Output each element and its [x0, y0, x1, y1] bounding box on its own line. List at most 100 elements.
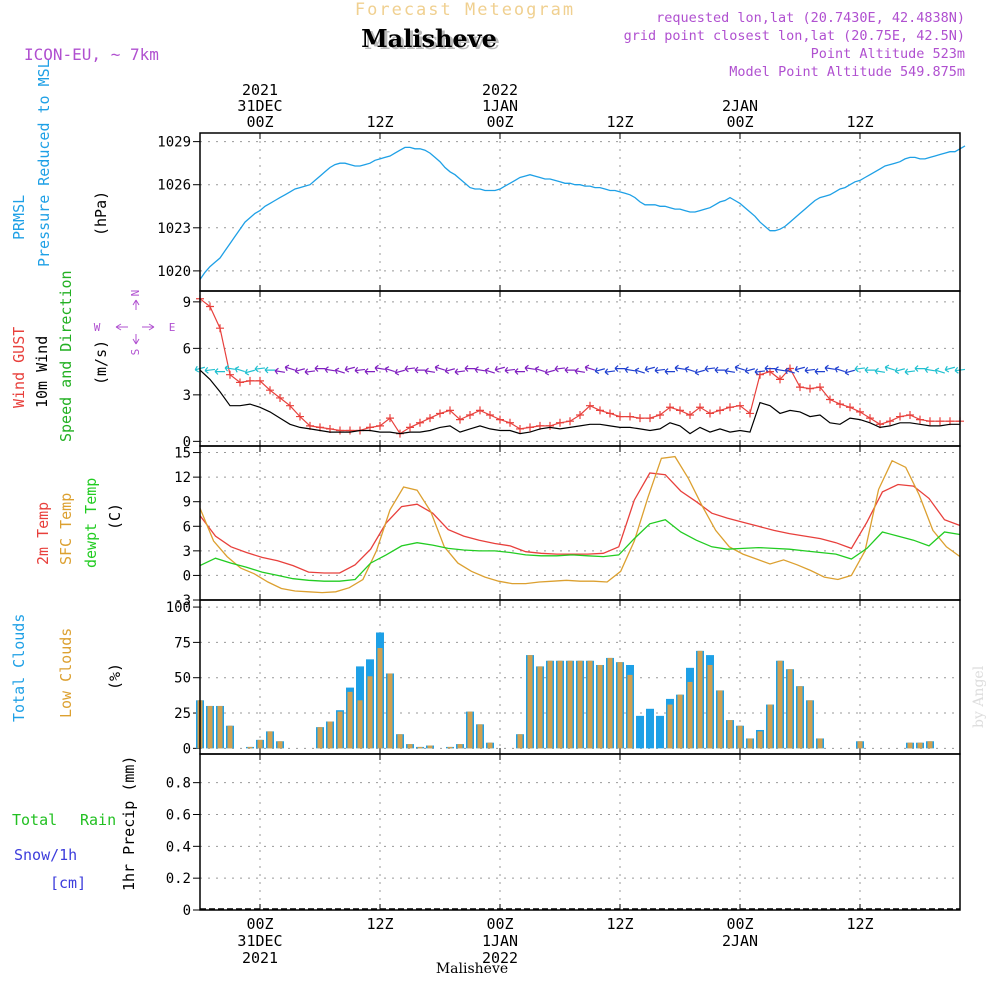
low-cloud-bar	[907, 742, 913, 749]
wind-dir-arrow	[934, 367, 945, 375]
total-cloud-bar	[656, 715, 664, 749]
arrow-shape	[814, 368, 826, 375]
arrow-shape	[894, 367, 905, 374]
gust-marker	[636, 414, 644, 423]
gust-marker	[646, 414, 654, 423]
arrow-shape	[504, 366, 516, 374]
bottom-time-label: 2021	[242, 949, 278, 967]
wind-dir-arrow	[344, 365, 355, 373]
arrow-shape	[854, 365, 866, 373]
celsius-label: (C)	[106, 503, 124, 530]
gust-marker	[246, 376, 254, 385]
wind-dir-arrow	[274, 367, 286, 375]
gust-marker	[546, 421, 554, 430]
wind-dir-arrow	[654, 366, 666, 374]
gust-marker	[406, 423, 414, 432]
wind-dir-arrow	[574, 367, 586, 375]
arrow-shape	[224, 364, 236, 372]
wind-dir-arrow	[524, 364, 536, 372]
low-cloud-bar	[667, 704, 673, 749]
low-cloud-bar	[487, 742, 493, 749]
wind-dir-arrow	[544, 368, 555, 376]
gust-marker	[476, 406, 484, 415]
arrow-shape	[434, 364, 445, 372]
wind-dir-arrow	[764, 365, 776, 372]
gust-marker	[666, 403, 674, 412]
wind-dir-arrow	[434, 364, 445, 372]
panel-3: 0 25 50 75 100	[166, 599, 961, 757]
gust-marker	[626, 412, 634, 421]
gust-marker	[526, 423, 534, 432]
low-cloud-bar	[927, 741, 933, 749]
footer-location: Malisheve	[436, 961, 508, 977]
wind-dir-arrow	[844, 368, 855, 376]
low-cloud-bar	[397, 734, 403, 749]
wind-dir-arrow	[854, 365, 866, 373]
low-cloud-bar	[527, 655, 533, 749]
bottom-time-label: 2022	[482, 949, 518, 967]
arrow-shape	[674, 364, 686, 372]
low-cloud-bar	[467, 711, 473, 749]
gust-marker	[896, 412, 904, 421]
low-cloud-bar	[737, 725, 743, 749]
arrow-shape	[804, 366, 816, 374]
arrow-shape	[274, 367, 286, 375]
panel-0: 1020 1023 1026 1029	[157, 132, 966, 292]
arrow-shape	[644, 365, 655, 373]
arrow-shape	[264, 366, 276, 374]
low-cloud-bar	[687, 681, 693, 749]
low-cloud-bar	[277, 741, 283, 749]
compass-e: E	[169, 321, 176, 334]
wind-dir-arrow	[264, 366, 276, 374]
wind-dir-arrow	[234, 366, 245, 373]
wind-dir-arrow	[294, 367, 305, 374]
arrow-shape	[554, 365, 566, 373]
wind-dir-label: Speed and Direction	[57, 270, 75, 442]
low-cloud-bar	[757, 731, 763, 749]
bottom-time-label: 12Z	[606, 915, 633, 933]
gust-marker	[806, 384, 814, 393]
gust-marker	[456, 415, 464, 424]
compass-n: N	[129, 290, 142, 297]
gust-marker	[616, 412, 624, 421]
bottom-time-label: 31DEC	[237, 932, 282, 950]
wind-dir-arrow	[864, 366, 876, 374]
wind-dir-arrow	[214, 368, 226, 375]
wind-dir-arrow	[494, 365, 505, 373]
arrow-shape	[534, 366, 545, 373]
arrow-shape	[614, 365, 626, 372]
y-tick-label: 0.6	[166, 807, 191, 823]
gust-marker	[736, 401, 744, 410]
top-time-label: 12Z	[366, 113, 393, 131]
gust-marker	[376, 421, 384, 430]
gust-marker	[266, 386, 274, 395]
gust-marker	[586, 401, 594, 410]
gust-marker	[826, 395, 834, 404]
wind-dir-arrow	[754, 368, 766, 376]
gust-marker	[936, 417, 944, 426]
wind-dir-arrow	[814, 368, 826, 375]
arrow-shape	[324, 366, 336, 374]
wind-dir-arrow	[624, 366, 636, 374]
y-tick-label: 9	[183, 495, 191, 511]
arrow-shape	[634, 367, 645, 375]
credit-watermark: by Angel	[971, 665, 987, 728]
top-time-label: 12Z	[606, 113, 633, 131]
arrow-shape	[494, 365, 505, 373]
gust-marker	[556, 418, 564, 427]
low-cloud-bar	[707, 664, 713, 749]
chart-title: Forecast Meteogram	[355, 0, 575, 20]
point-altitude: Point Altitude 523m	[811, 46, 965, 62]
requested-coords: requested lon,lat (20.7430E, 42.4838N)	[656, 10, 965, 26]
arrow-shape	[684, 366, 695, 373]
gust-marker	[686, 411, 694, 419]
arrow-shape	[354, 366, 366, 374]
wind-dir-arrow	[324, 366, 336, 374]
gust-marker	[466, 411, 474, 419]
bottom-time-label: 1JAN	[482, 932, 518, 950]
arrow-shape	[714, 366, 726, 374]
wind-dir-arrow	[924, 366, 936, 374]
low-cloud-bar	[617, 662, 623, 749]
